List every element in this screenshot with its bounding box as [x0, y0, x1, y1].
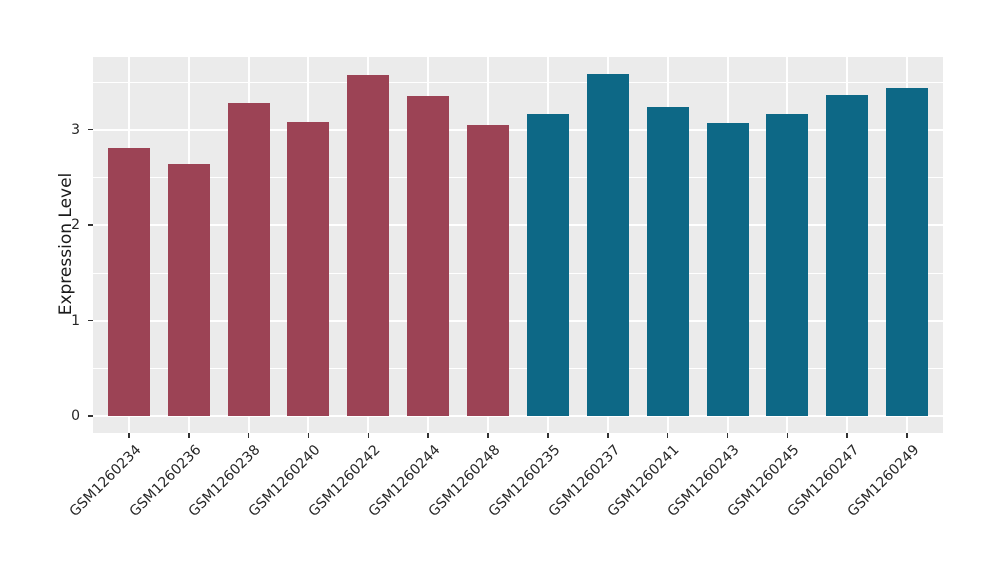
gridline-h-major	[93, 224, 943, 226]
x-tick-mark	[726, 433, 729, 438]
x-tick-mark	[188, 433, 190, 438]
bar-GSM1260236	[167, 163, 210, 416]
x-tick-mark	[427, 433, 429, 438]
x-tick-mark	[607, 433, 609, 438]
y-tick-mark	[88, 415, 93, 417]
x-tick-mark	[367, 433, 370, 438]
bar-GSM1260245	[766, 114, 809, 416]
bar-GSM1260240	[287, 121, 330, 416]
gridline-h-minor	[93, 368, 943, 370]
bar-GSM1260241	[646, 106, 689, 416]
gridline-h-major	[93, 319, 943, 322]
y-tick-label: 0	[71, 408, 80, 424]
x-tick-mark	[307, 433, 310, 438]
x-tick-mark	[906, 433, 908, 438]
bar-GSM1260237	[586, 74, 629, 416]
bar-GSM1260243	[706, 122, 749, 416]
x-tick-mark	[128, 433, 130, 438]
y-tick-label: 3	[71, 121, 80, 138]
gridline-h-major	[93, 415, 943, 417]
bar-GSM1260238	[227, 102, 270, 416]
gridline-h-major	[93, 128, 943, 131]
y-tick-mark	[88, 319, 93, 322]
x-tick-mark	[487, 433, 489, 438]
bar-GSM1260234	[107, 147, 150, 416]
bar-GSM1260247	[826, 95, 869, 416]
x-tick-mark	[846, 433, 848, 438]
x-tick-mark	[547, 433, 549, 438]
bar-GSM1260235	[526, 114, 569, 416]
y-tick-label: 1	[71, 312, 80, 329]
plot-panel	[93, 57, 943, 433]
x-tick-mark	[247, 433, 250, 438]
gridline-h-minor	[93, 177, 943, 179]
bar-GSM1260244	[407, 96, 450, 416]
x-tick-mark	[666, 433, 669, 438]
gridline-h-minor	[93, 272, 943, 274]
bar-GSM1260248	[467, 124, 510, 416]
bar-GSM1260242	[347, 75, 390, 416]
y-tick-mark	[88, 224, 93, 226]
x-tick-mark	[786, 433, 789, 438]
y-tick-label: 2	[71, 217, 80, 233]
gridline-h-minor	[93, 81, 943, 83]
bar-GSM1260249	[886, 88, 929, 416]
y-axis-title-text: Expression Level	[56, 172, 76, 316]
y-tick-mark	[88, 128, 93, 131]
